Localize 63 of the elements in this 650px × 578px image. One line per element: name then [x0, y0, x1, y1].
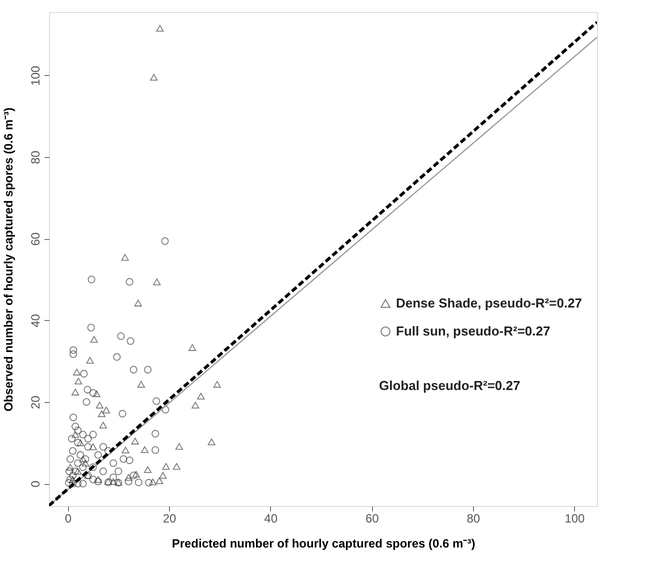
point — [159, 472, 167, 479]
point — [213, 380, 221, 388]
x-tick-label: 20 — [162, 512, 177, 526]
point — [86, 356, 94, 364]
x-tick-label: 40 — [264, 512, 278, 526]
y-tick-label: 40 — [28, 314, 42, 328]
point — [192, 402, 200, 409]
point — [114, 478, 122, 486]
point — [137, 380, 145, 388]
legend-label: Dense Shade, pseudo-R²=0.27 — [396, 296, 582, 310]
point — [156, 477, 164, 484]
annotation: Global pseudo-R²=0.27 — [379, 378, 520, 393]
point — [92, 390, 100, 398]
point — [124, 474, 132, 481]
y-tick-label: 100 — [28, 65, 42, 86]
point — [89, 443, 97, 450]
point — [172, 463, 180, 470]
point — [132, 470, 140, 478]
point — [94, 476, 102, 483]
point — [208, 438, 216, 446]
point — [72, 431, 80, 438]
point — [96, 402, 104, 409]
point — [188, 344, 196, 351]
point — [69, 476, 77, 483]
point — [102, 406, 110, 414]
point — [72, 388, 80, 396]
point — [131, 438, 139, 444]
y-axis-title: Observed number of hourly captured spores (0.6 m⁻³) — [2, 107, 16, 412]
x-axis-title: Predicted number of hourly captured spores (0.6 m⁻³) — [172, 536, 476, 550]
point — [82, 460, 90, 466]
point — [76, 439, 84, 446]
point — [110, 478, 118, 485]
point — [74, 468, 82, 475]
point — [98, 410, 106, 418]
point — [150, 74, 158, 81]
point — [74, 378, 82, 384]
point — [134, 300, 142, 306]
y-tick-label: 20 — [28, 395, 42, 410]
point — [84, 472, 92, 479]
point — [66, 464, 74, 471]
point — [122, 446, 130, 454]
y-tick-label: 0 — [28, 480, 42, 488]
point — [104, 478, 112, 486]
x-tick-label: 0 — [64, 512, 72, 526]
x-tick-label: 60 — [365, 512, 380, 526]
point — [153, 278, 161, 286]
point — [79, 456, 87, 462]
point — [197, 392, 205, 400]
legend-label: Full sun, pseudo-R²=0.27 — [396, 324, 550, 338]
point — [144, 466, 152, 474]
point — [99, 422, 107, 429]
x-tick-label: 100 — [564, 512, 586, 526]
point — [175, 443, 183, 450]
point — [156, 24, 164, 32]
point — [90, 336, 98, 343]
point — [73, 368, 81, 376]
x-tick-label: 80 — [466, 512, 480, 526]
y-tick-label: 60 — [28, 232, 42, 246]
y-tick-label: 80 — [28, 150, 42, 164]
point — [121, 254, 129, 261]
point — [149, 478, 157, 486]
point — [140, 446, 149, 454]
point — [162, 463, 170, 470]
